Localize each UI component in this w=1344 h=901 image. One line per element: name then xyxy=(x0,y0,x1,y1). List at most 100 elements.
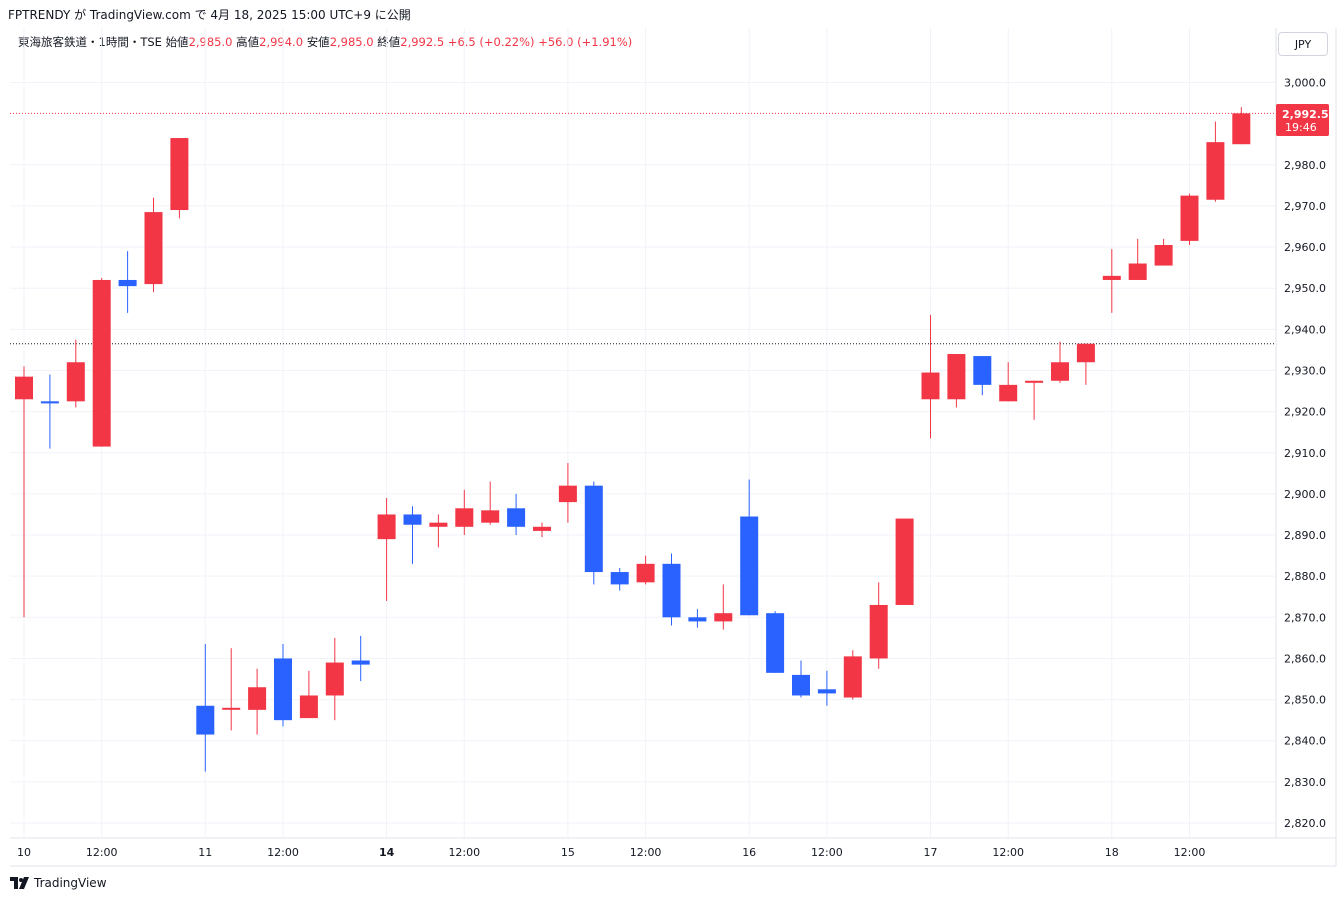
candle-body xyxy=(1102,275,1121,280)
close-label: 終値 xyxy=(377,35,401,49)
candle-body xyxy=(1154,244,1173,266)
candle xyxy=(222,648,241,731)
candle-body xyxy=(15,376,33,400)
candle-body xyxy=(377,514,396,540)
candle xyxy=(1206,121,1225,202)
low-label: 安値 xyxy=(306,35,330,49)
high-label: 高値 xyxy=(236,35,260,49)
candle xyxy=(1051,341,1069,383)
candle-body xyxy=(248,687,267,710)
candle-body xyxy=(66,362,85,402)
candle-body xyxy=(92,279,111,447)
change-value: +6.5 (+0.22%) xyxy=(447,35,535,49)
candle-body xyxy=(636,563,655,583)
candle-body xyxy=(662,563,681,618)
candle xyxy=(999,362,1018,402)
candle xyxy=(325,637,344,721)
candle xyxy=(15,366,33,618)
candle-body xyxy=(1051,362,1069,381)
candle xyxy=(274,644,292,727)
candle xyxy=(584,481,603,585)
candle xyxy=(740,479,759,616)
candle xyxy=(1025,380,1044,420)
candle xyxy=(843,650,862,700)
price-badge: 2,992.5 19:46 xyxy=(1276,104,1329,136)
candle-body xyxy=(351,660,370,665)
candle-body xyxy=(507,508,526,527)
candle-body xyxy=(584,485,603,573)
candle-body xyxy=(973,356,992,385)
currency-button[interactable]: JPY xyxy=(1278,32,1328,56)
y-tick-label: 2,840.0 xyxy=(1284,735,1326,748)
candle-body xyxy=(766,613,785,673)
candle xyxy=(429,514,448,548)
x-tick-label: 11 xyxy=(198,846,212,859)
y-tick-label: 2,880.0 xyxy=(1284,570,1326,583)
y-axis-ticks: 2,820.0 2,830.0 2,840.0 2,850.0 2,860.0 2,870… xyxy=(1284,77,1326,831)
candle xyxy=(144,197,163,293)
low-value: 2,985.0 xyxy=(329,35,374,49)
candle xyxy=(455,489,474,536)
candle-body xyxy=(740,516,759,616)
candle xyxy=(817,670,836,706)
candle-body xyxy=(118,279,137,287)
candle xyxy=(533,522,551,538)
candle xyxy=(92,277,111,447)
publish-info: FPTRENDY が TradingView.com で 4月 18, 2025… xyxy=(8,8,411,22)
y-tick-label: 2,980.0 xyxy=(1284,159,1326,172)
tradingview-logo[interactable]: TradingView xyxy=(10,876,107,890)
candle-body xyxy=(455,508,474,527)
candle xyxy=(869,582,888,669)
candle-body xyxy=(688,617,707,622)
candle-body xyxy=(714,613,733,622)
candle-body xyxy=(403,514,422,525)
y-tick-label: 2,910.0 xyxy=(1284,447,1326,460)
candle xyxy=(1128,238,1147,280)
x-tick-label: 17 xyxy=(924,846,938,859)
x-tick-label: 12:00 xyxy=(992,846,1024,859)
candle-body xyxy=(1128,263,1147,280)
ohlc-legend: 東海旅客鉄道・1時間・TSE 始値2,985.0 高値2,994.0 安値2,9… xyxy=(18,34,632,50)
candle-body xyxy=(429,522,448,527)
x-tick-label: 12:00 xyxy=(448,846,480,859)
open-label: 始値 xyxy=(165,35,189,49)
candle xyxy=(1076,343,1095,385)
candle-body xyxy=(1025,380,1044,383)
y-tick-label: 2,940.0 xyxy=(1284,323,1326,336)
candle xyxy=(248,668,267,735)
candle xyxy=(947,354,966,408)
candle xyxy=(507,493,526,536)
x-tick-label: 12:00 xyxy=(86,846,118,859)
symbol-label[interactable]: 東海旅客鉄道・1時間・TSE xyxy=(18,35,162,49)
x-tick-label: 12:00 xyxy=(267,846,299,859)
candle xyxy=(895,518,914,605)
candles xyxy=(15,107,1251,772)
candle-body xyxy=(610,572,629,585)
candle xyxy=(403,506,422,564)
candle xyxy=(1154,238,1173,266)
candle xyxy=(40,374,59,449)
x-tick-label: 18 xyxy=(1105,846,1119,859)
x-axis-ticks: 10 12:00 11 12:00 14 12:00 15 12:00 16 12:00 17 12:… xyxy=(17,846,1205,859)
reference-lines xyxy=(10,112,1276,345)
candle-body xyxy=(481,510,500,523)
candle xyxy=(792,660,810,698)
candle-body xyxy=(325,662,344,696)
candle xyxy=(481,481,500,525)
axes xyxy=(10,28,1337,867)
candle-body xyxy=(299,695,318,719)
change-total-value: +56.0 (+1.91%) xyxy=(538,35,633,49)
y-tick-label: 2,820.0 xyxy=(1284,817,1326,830)
candle xyxy=(662,553,681,626)
candle-body xyxy=(144,212,163,285)
y-tick-label: 2,890.0 xyxy=(1284,529,1326,542)
x-tick-label: 12:00 xyxy=(811,846,843,859)
high-value: 2,994.0 xyxy=(259,35,304,49)
candle-body xyxy=(40,401,59,404)
y-tick-label: 2,860.0 xyxy=(1284,652,1326,665)
x-tick-label: 12:00 xyxy=(630,846,662,859)
candle xyxy=(973,356,992,396)
y-tick-label: 2,870.0 xyxy=(1284,611,1326,624)
candle xyxy=(377,498,396,601)
